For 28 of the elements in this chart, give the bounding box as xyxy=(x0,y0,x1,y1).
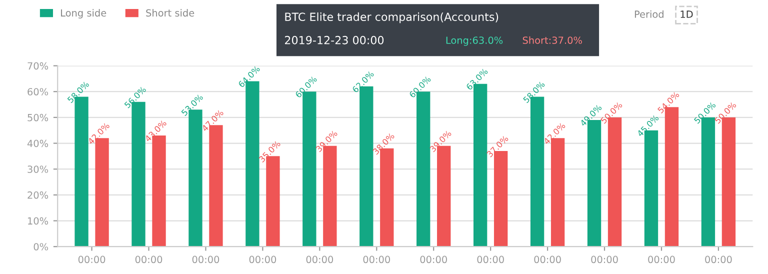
y-tick-label: 10% xyxy=(28,217,48,225)
text: Period xyxy=(634,10,664,18)
y-tick-label: 0% xyxy=(34,243,48,250)
y-tick-label: 70% xyxy=(28,62,48,70)
x-tick-label: 00:00 xyxy=(591,256,618,264)
y-tick-label: 50% xyxy=(28,114,48,122)
x-tick-label: 00:00 xyxy=(648,256,675,264)
text: BTC Elite trader comparison(Accounts) xyxy=(285,12,498,24)
y-tick-label: 30% xyxy=(28,166,48,173)
x-tick-label: 00:00 xyxy=(363,256,390,264)
y-tick-label: 40% xyxy=(27,140,48,148)
text: 1D xyxy=(680,10,693,18)
x-tick-label: 00:00 xyxy=(477,256,504,264)
x-tick-label: 00:00 xyxy=(306,256,334,264)
x-tick-label: 00:00 xyxy=(705,256,732,264)
legend-label: Short side xyxy=(146,9,194,17)
x-tick-label: 00:00 xyxy=(420,256,447,264)
text: Short:37.0% xyxy=(522,36,582,44)
text: 2019-12-23 00:00 xyxy=(284,36,384,44)
y-tick-label: 60% xyxy=(28,88,48,96)
y-tick-label: 20% xyxy=(28,191,48,199)
text: Long:63.0% xyxy=(446,36,503,46)
x-tick-label: 00:00 xyxy=(249,256,276,264)
x-tick-label: 00:00 xyxy=(534,256,561,264)
x-tick-label: 00:00 xyxy=(78,256,106,264)
x-tick-label: 00:00 xyxy=(192,256,220,264)
x-tick-label: 00:00 xyxy=(135,256,162,264)
legend-label: Long side xyxy=(61,9,106,18)
